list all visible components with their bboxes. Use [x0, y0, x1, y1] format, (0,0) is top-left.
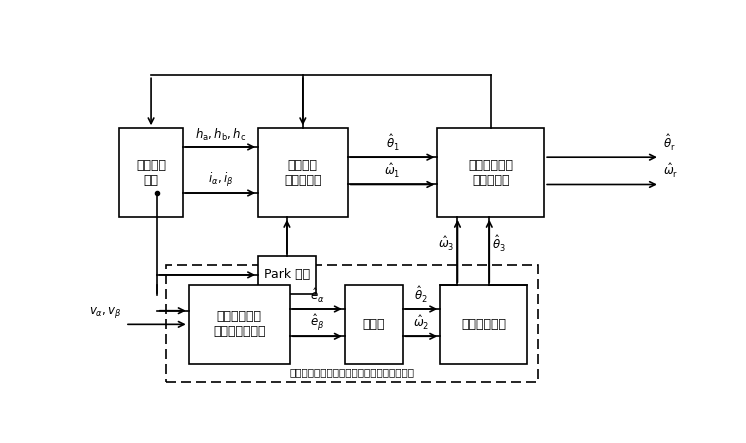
Text: $\hat{\theta}_1$: $\hat{\theta}_1$ [386, 133, 399, 153]
Bar [119, 128, 183, 217]
Text: 改进型基于电流滑模观测器转子位置观测算法: 改进型基于电流滑模观测器转子位置观测算法 [289, 368, 415, 377]
Text: 转子位置观测
参数调节器: 转子位置观测 参数调节器 [468, 159, 513, 187]
Text: $\hat{\omega}_{\rm r}$: $\hat{\omega}_{\rm r}$ [662, 162, 678, 180]
Text: $\hat{\theta}_3$: $\hat{\theta}_3$ [492, 234, 506, 254]
Text: $i_\alpha,i_\beta$: $i_\alpha,i_\beta$ [208, 171, 233, 189]
Text: 基于电流滑模
观测器观测算法: 基于电流滑模 观测器观测算法 [213, 311, 266, 338]
Bar [345, 285, 403, 364]
Text: $\hat{e}_\alpha$: $\hat{e}_\alpha$ [310, 287, 325, 305]
Text: $\hat{\theta}_2$: $\hat{\theta}_2$ [415, 285, 428, 305]
Bar [258, 256, 316, 294]
Text: $\hat{e}_\beta$: $\hat{e}_\beta$ [310, 312, 325, 332]
Text: $\hat{\omega}_2$: $\hat{\omega}_2$ [413, 314, 430, 332]
Text: Park 变换: Park 变换 [264, 268, 310, 281]
Bar [166, 264, 539, 382]
Bar [258, 128, 348, 217]
Text: $\hat{\omega}_3$: $\hat{\omega}_3$ [438, 235, 454, 253]
Text: 改进一阶
加速度算法: 改进一阶 加速度算法 [284, 159, 322, 187]
Bar [189, 285, 289, 364]
Text: $h_{\rm a},h_{\rm b},h_{\rm c}$: $h_{\rm a},h_{\rm b},h_{\rm c}$ [195, 126, 246, 143]
Text: 锁相环: 锁相环 [363, 318, 385, 331]
Text: 永磁同步
电机: 永磁同步 电机 [136, 159, 166, 187]
Text: 加权线性校正: 加权线性校正 [461, 318, 506, 331]
Text: $v_\alpha,v_\beta$: $v_\alpha,v_\beta$ [90, 305, 122, 320]
Text: $\hat{\theta}_{\rm r}$: $\hat{\theta}_{\rm r}$ [662, 133, 675, 153]
Bar [437, 128, 545, 217]
Text: $\hat{\omega}_1$: $\hat{\omega}_1$ [384, 162, 401, 180]
Bar [440, 285, 527, 364]
